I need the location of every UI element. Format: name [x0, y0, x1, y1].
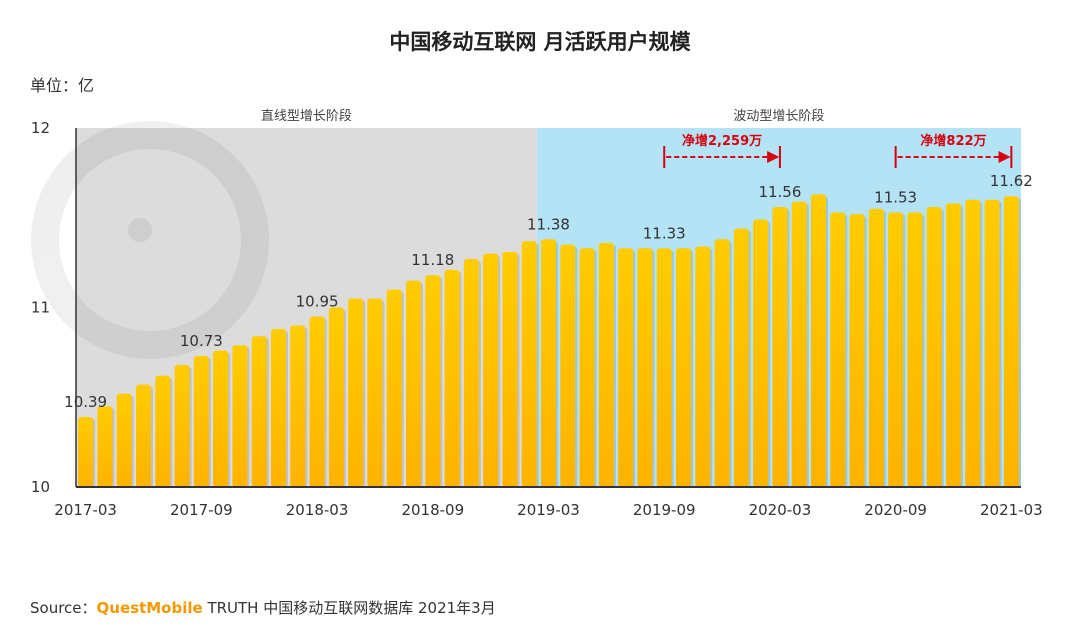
x-tick-label: 2020-03	[749, 501, 812, 519]
bar	[135, 384, 152, 487]
data-label: 11.56	[758, 183, 801, 201]
data-label: 10.95	[296, 292, 339, 310]
phase-label: 直线型增长阶段	[261, 109, 352, 124]
source-note: Source：QuestMobile TRUTH 中国移动互联网数据库 2021…	[30, 597, 496, 618]
data-label: 10.73	[180, 332, 223, 350]
y-tick-label: 12	[31, 119, 50, 137]
bar	[367, 298, 383, 487]
bar	[984, 199, 1000, 488]
bar	[830, 212, 846, 488]
chart-title: 中国移动互联网 月活跃用户规模	[389, 30, 691, 54]
bar	[637, 248, 653, 487]
data-label: 10.39	[64, 393, 107, 411]
phase-label: 波动型增长阶段	[733, 109, 824, 124]
bar	[907, 212, 923, 488]
bar	[444, 269, 460, 487]
data-label: 11.62	[990, 172, 1033, 190]
bar	[193, 355, 209, 487]
bar	[868, 208, 884, 487]
x-tick-label: 2018-09	[401, 501, 464, 519]
source-text: TRUTH 中国移动互联网数据库 2021年3月	[202, 599, 496, 617]
bar	[521, 241, 537, 487]
data-label: 11.18	[411, 251, 454, 269]
annotation-label: 净增822万	[920, 133, 986, 149]
phase-background	[76, 128, 537, 487]
bar	[579, 248, 595, 487]
bar	[290, 325, 306, 487]
x-tick-label: 2017-09	[170, 501, 233, 519]
x-tick-label: 2020-09	[864, 501, 927, 519]
bar	[540, 239, 557, 487]
bar	[849, 214, 865, 487]
x-tick-label: 2019-03	[517, 501, 580, 519]
bar	[309, 316, 325, 487]
y-tick-label: 10	[31, 478, 50, 496]
bar	[810, 194, 827, 488]
bar	[425, 275, 441, 487]
bar	[791, 201, 807, 487]
source-brand: QuestMobile	[96, 599, 203, 617]
x-tick-label: 2018-03	[286, 501, 349, 519]
bar	[1003, 196, 1019, 487]
bar	[405, 280, 422, 487]
bar	[328, 307, 344, 487]
bar	[965, 199, 981, 488]
bar	[78, 416, 94, 487]
bar	[598, 242, 614, 487]
bar	[753, 219, 769, 488]
bar	[675, 248, 692, 487]
y-tick-label: 11	[31, 299, 50, 317]
bar	[926, 206, 942, 488]
unit-label: 单位：亿	[30, 76, 95, 95]
x-tick-label: 2017-03	[54, 501, 117, 519]
bar	[463, 259, 479, 487]
bar	[888, 212, 904, 488]
data-label: 11.38	[527, 215, 570, 233]
bar	[213, 350, 229, 487]
bar	[656, 248, 672, 487]
bar	[618, 248, 634, 487]
bar	[714, 239, 730, 487]
bar	[174, 364, 190, 487]
bar	[116, 393, 132, 487]
bar	[695, 246, 711, 487]
x-tick-label: 2019-09	[633, 501, 696, 519]
bar	[483, 253, 499, 487]
bar	[348, 298, 364, 487]
bar	[251, 336, 267, 487]
data-label: 11.33	[643, 224, 686, 242]
bar	[155, 375, 171, 487]
bar	[560, 244, 576, 487]
bar	[97, 406, 113, 487]
bar	[772, 206, 788, 488]
source-prefix: Source：	[30, 599, 97, 617]
bar	[232, 345, 248, 487]
bar	[733, 228, 749, 487]
x-tick-label: 2021-03	[980, 501, 1043, 519]
bar	[270, 329, 287, 487]
annotation-label: 净增2,259万	[682, 133, 762, 149]
bar	[502, 251, 518, 487]
watermark-logo	[31, 121, 269, 359]
data-label: 11.53	[874, 188, 917, 206]
bar	[945, 203, 962, 487]
bar	[386, 289, 402, 487]
